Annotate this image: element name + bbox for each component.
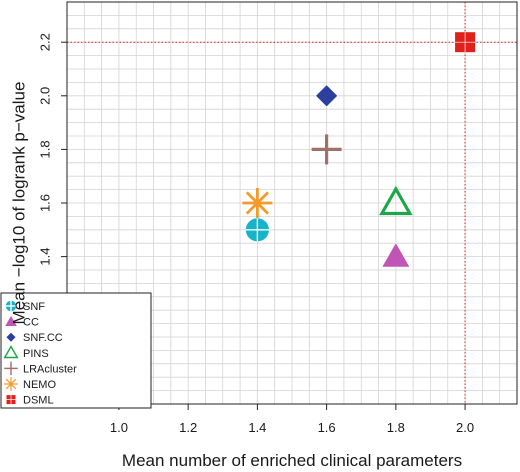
x-tick-label: 1.6 [318, 420, 336, 435]
data-point-pins [379, 185, 413, 216]
x-tick-label: 2.0 [456, 420, 474, 435]
legend-label: NEMO [23, 379, 56, 391]
marker-shape [5, 331, 17, 343]
marker-shape [5, 378, 17, 390]
legend-label: DSML [23, 395, 54, 407]
data-point-dsml [455, 32, 476, 53]
y-tick-label: 1.8 [37, 140, 52, 158]
y-axis-title: Mean −log10 of logrank p−value [9, 82, 28, 325]
legend-label: SNF.CC [23, 332, 63, 344]
legend-marker [5, 331, 17, 343]
data-point-nemo [242, 188, 273, 218]
data-point-snf [245, 218, 269, 242]
y-tick-label: 1.4 [37, 248, 52, 266]
legend-marker [3, 345, 19, 359]
y-tick-label: 2.2 [37, 33, 52, 51]
x-axis-title: Mean number of enriched clinical paramet… [122, 451, 462, 470]
legend-marker [6, 395, 16, 405]
legend-label: LRAcluster [23, 363, 77, 375]
marker-shape [3, 345, 19, 359]
legend-label: SNF [23, 301, 45, 313]
legend-marker [5, 300, 17, 312]
data-point-snf-cc [315, 84, 339, 108]
marker-shape [315, 84, 339, 108]
y-tick-label: 2.0 [37, 87, 52, 105]
legend-box [0, 292, 152, 409]
data-points [242, 32, 476, 268]
x-tick-label: 1.4 [248, 420, 266, 435]
x-tick-label: 1.2 [179, 420, 197, 435]
data-point-cc [381, 241, 411, 268]
x-tick-label: 1.0 [110, 420, 128, 435]
legend-label: PINS [23, 348, 49, 360]
grid [66, 1, 518, 405]
legend-marker [4, 361, 18, 376]
legend-label: CC [23, 317, 39, 329]
legend-marker [4, 314, 18, 327]
y-tick-label: 1.6 [37, 194, 52, 212]
marker-shape [245, 191, 269, 215]
marker-shape [381, 241, 411, 268]
legend-marker [4, 377, 18, 391]
marker-shape [4, 314, 18, 327]
data-point-lracluster [311, 134, 342, 165]
axis-ticks: 1.01.21.41.61.82.01.01.21.41.61.82.02.2 [37, 33, 474, 435]
marker-shape [379, 185, 413, 216]
x-tick-label: 1.8 [387, 420, 405, 435]
reference-lines [67, 2, 517, 404]
legend: SNF CC SNF.CC PINS LRAcluster NEMO DSML [0, 292, 152, 409]
